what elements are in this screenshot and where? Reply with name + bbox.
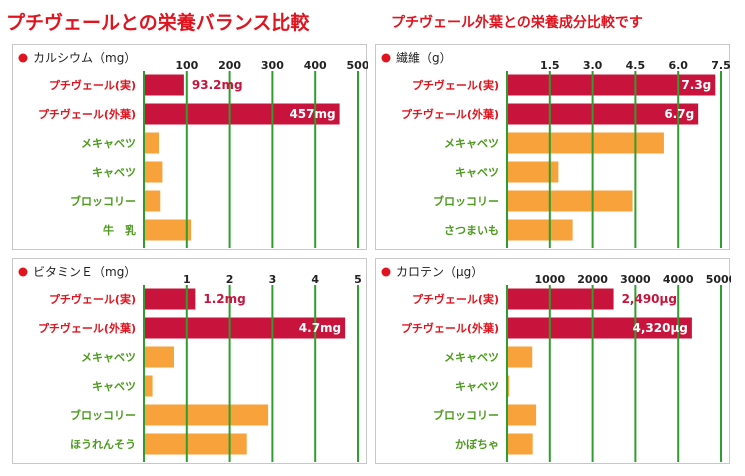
bar: [144, 433, 247, 455]
data-label: 6.7g: [664, 107, 694, 121]
tick-label: 3.0: [583, 59, 603, 72]
tick-label: 4: [311, 273, 319, 286]
bar-highlight: [144, 103, 340, 125]
tick-label: 1.5: [540, 59, 560, 72]
chart-title: 繊維（g）: [396, 51, 452, 65]
category-label: プチヴェール(実): [412, 78, 499, 92]
category-label: ほうれんそう: [70, 438, 136, 451]
bar: [144, 161, 163, 183]
bar: [144, 404, 269, 426]
bar: [144, 219, 192, 241]
bar: [507, 132, 664, 154]
title-row: プチヴェールとの栄養バランス比較 プチヴェール外葉との栄養成分比較です: [6, 8, 741, 36]
bar-highlight: [144, 317, 346, 339]
tick-label: 2000: [577, 273, 608, 286]
data-label: 7.3g: [681, 78, 711, 92]
tick-label: 5000: [706, 273, 731, 286]
bar-highlight: [507, 74, 716, 96]
category-label: プチヴェール(外葉): [401, 107, 499, 121]
chart-panel-carotene: カロテン（μg） 1000 2000 3000 4000 5000 プチヴェール(実) プチヴ…: [375, 258, 731, 464]
category-label: キャベツ: [92, 166, 136, 179]
data-label: 2,490μg: [622, 292, 677, 306]
category-label: ブロッコリー: [433, 408, 499, 422]
bar-highlight: [144, 288, 196, 310]
category-label: メキャベツ: [444, 137, 499, 150]
category-label: キャベツ: [455, 380, 499, 393]
category-label: ブロッコリー: [70, 194, 136, 208]
tick-label: 1000: [534, 273, 565, 286]
bar-highlight: [507, 103, 699, 125]
bar-highlight: [507, 288, 614, 310]
tick-label: 300: [261, 59, 284, 72]
tick-label: 3000: [620, 273, 651, 286]
bar: [507, 433, 533, 455]
category-label: 牛 乳: [103, 223, 136, 237]
bar: [507, 375, 510, 397]
tick-label: 6.0: [668, 59, 688, 72]
bar: [507, 346, 533, 368]
page-title: プチヴェールとの栄養バランス比較: [6, 12, 310, 34]
category-label: プチヴェール(外葉): [38, 321, 136, 335]
chart-svg: カルシウム（mg） 100 200 300 400 500 プチヴェール(実) プチヴェール(…: [18, 51, 368, 248]
category-label: キャベツ: [455, 166, 499, 179]
category-label: プチヴェール(実): [49, 78, 136, 92]
tick-label: 4000: [663, 273, 694, 286]
chart-svg: カロテン（μg） 1000 2000 3000 4000 5000 プチヴェール(実) プチヴ…: [381, 265, 731, 462]
data-label: 4.7mg: [299, 321, 341, 335]
bar: [144, 346, 174, 368]
bar: [507, 404, 537, 426]
bar: [144, 190, 161, 212]
bar: [507, 161, 559, 183]
chart-title: ビタミンＥ（mg）: [33, 265, 136, 279]
category-label: キャベツ: [92, 380, 136, 393]
category-label: かぼちゃ: [455, 438, 499, 451]
category-label: メキャベツ: [444, 351, 499, 364]
data-label: 1.2mg: [203, 292, 245, 306]
tick-label: 1: [183, 273, 191, 286]
chart-svg: ビタミンＥ（mg） 1 2 3 4 5 プチヴェール(実) プチヴェール(外葉) メキャベツキャ…: [18, 265, 362, 462]
chart-panel-calcium: カルシウム（mg） 100 200 300 400 500 プチヴェール(実) プチヴェール(…: [12, 44, 368, 250]
tick-label: 500: [347, 59, 368, 72]
chart-title: カルシウム（mg）: [33, 51, 136, 65]
tick-label: 4.5: [626, 59, 646, 72]
tick-label: 400: [304, 59, 327, 72]
tick-label: 200: [218, 59, 241, 72]
category-label: プチヴェール(実): [412, 292, 499, 306]
category-label: プチヴェール(実): [49, 292, 136, 306]
bar: [144, 375, 153, 397]
category-label: ブロッコリー: [433, 194, 499, 208]
chart-title: カロテン（μg）: [396, 265, 483, 279]
category-label: メキャベツ: [81, 351, 136, 364]
data-label: 457mg: [289, 107, 335, 121]
chart-panel-fiber: 繊維（g） 1.5 3.0 4.5 6.0 7.5 プチヴェール(実) プチヴェール(外葉) メ…: [375, 44, 731, 250]
bullet-icon: [381, 267, 391, 277]
bar: [507, 219, 573, 241]
category-label: プチヴェール(外葉): [38, 107, 136, 121]
category-label: さつまいも: [444, 224, 499, 237]
chart-svg: 繊維（g） 1.5 3.0 4.5 6.0 7.5 プチヴェール(実) プチヴェール(外葉) メ…: [381, 51, 731, 248]
bullet-icon: [18, 267, 28, 277]
tick-label: 100: [175, 59, 198, 72]
tick-label: 2: [226, 273, 234, 286]
bullet-icon: [381, 53, 391, 63]
tick-label: 5: [354, 273, 362, 286]
bar-highlight: [507, 317, 692, 339]
bullet-icon: [18, 53, 28, 63]
page-subtitle: プチヴェール外葉との栄養成分比較です: [391, 15, 643, 31]
bar-highlight: [144, 74, 184, 96]
chart-panel-vitamin-e: ビタミンＥ（mg） 1 2 3 4 5 プチヴェール(実) プチヴェール(外葉) メキャベツキャ…: [12, 258, 367, 464]
bar: [507, 190, 633, 212]
bar: [144, 132, 159, 154]
tick-label: 3: [269, 273, 277, 286]
data-label: 93.2mg: [192, 78, 243, 92]
tick-label: 7.5: [711, 59, 731, 72]
category-label: メキャベツ: [81, 137, 136, 150]
category-label: ブロッコリー: [70, 408, 136, 422]
category-label: プチヴェール(外葉): [401, 321, 499, 335]
data-label: 4,320μg: [633, 321, 688, 335]
